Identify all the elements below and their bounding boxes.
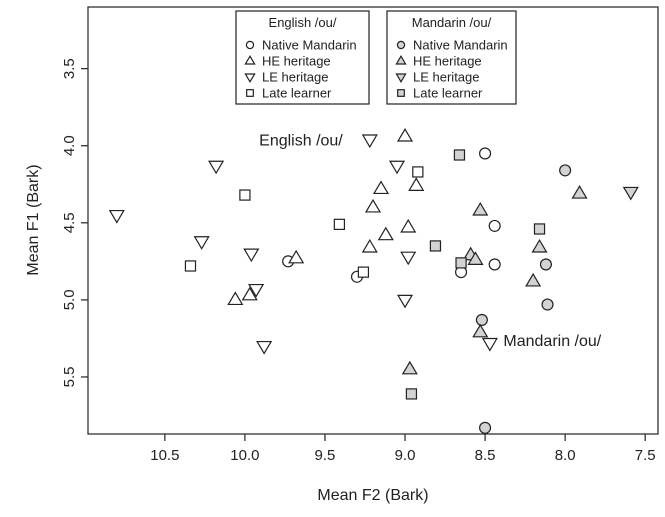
data-point	[241, 286, 258, 301]
data-point	[396, 127, 414, 142]
data-point	[208, 160, 225, 175]
data-point	[333, 218, 346, 230]
data-point	[400, 218, 417, 233]
data-point	[559, 164, 572, 177]
legend-entry-label: LE heritage	[262, 70, 329, 85]
data-point	[396, 294, 414, 309]
legend-marker	[397, 89, 405, 97]
x-tick-label: 7.5	[635, 447, 656, 464]
data-point	[377, 226, 394, 241]
plot-frame	[87, 6, 659, 435]
y-tick-label: 4.0	[61, 135, 78, 156]
data-point	[372, 180, 390, 195]
legend-entry-label: Native Mandarin	[262, 38, 357, 53]
legend-frame	[235, 10, 370, 105]
data-point	[361, 134, 378, 149]
data-point	[533, 223, 546, 235]
legend-title: English /ou/	[269, 15, 337, 30]
data-point	[248, 283, 265, 298]
legend-marker	[244, 54, 256, 65]
data-point	[467, 251, 484, 265]
data-point	[539, 258, 552, 271]
data-point	[405, 388, 418, 400]
data-point	[227, 291, 244, 306]
legend-entry-label: HE heritage	[262, 54, 331, 69]
x-tick-label: 10.0	[230, 447, 259, 464]
data-point	[288, 249, 305, 264]
x-axis: 10.5 10.0 9.5 9.0 8.5 8.0 7.5	[150, 434, 656, 464]
data-point	[256, 340, 273, 355]
legend-marker	[395, 73, 407, 84]
data-point	[488, 219, 501, 232]
data-point	[408, 177, 425, 191]
data-point	[479, 421, 492, 434]
legend-entry-label: Late learner	[262, 86, 332, 101]
data-point	[541, 298, 554, 311]
legend-marker	[395, 54, 407, 65]
data-point	[243, 248, 260, 263]
data-point	[364, 198, 382, 213]
data-point	[108, 209, 125, 224]
x-tick-label: 9.0	[395, 447, 416, 464]
annotations: English /ou/Mandarin /ou/	[259, 133, 602, 350]
data-point	[361, 238, 378, 253]
annotation-label: Mandarin /ou/	[503, 333, 601, 350]
y-tick-label: 4.5	[61, 212, 78, 233]
y-axis: 3.5 4.0 4.5 5.0 5.5	[61, 58, 88, 387]
data-point	[239, 189, 251, 201]
data-point	[481, 337, 498, 352]
data-point	[429, 240, 442, 252]
data-point	[401, 360, 418, 375]
legend-marker	[245, 40, 255, 50]
data-point	[622, 186, 639, 201]
legend-entry-label: HE heritage	[413, 54, 482, 69]
legend-entry-label: Late learner	[413, 86, 483, 101]
data-point	[400, 251, 417, 266]
legend-marker	[244, 73, 256, 84]
data-point	[388, 160, 406, 175]
legend-entry-label: Native Mandarin	[413, 38, 508, 53]
data-point	[525, 272, 542, 287]
y-axis-label: Mean F1 (Bark)	[25, 164, 42, 275]
data-points	[108, 127, 639, 434]
y-tick-label: 3.5	[61, 58, 78, 79]
y-tick-label: 5.0	[61, 289, 78, 310]
legend-title: Mandarin /ou/	[412, 15, 492, 30]
data-point	[479, 147, 492, 160]
x-tick-label: 8.0	[555, 447, 576, 464]
legend-entry-label: LE heritage	[413, 70, 480, 85]
data-point	[488, 258, 501, 271]
x-tick-label: 10.5	[150, 447, 179, 464]
data-point	[475, 313, 488, 326]
legend-marker	[246, 89, 254, 97]
data-point	[193, 236, 210, 250]
legend-frame	[386, 10, 517, 105]
legend-marker	[396, 40, 406, 50]
data-point	[184, 260, 197, 272]
data-point	[571, 184, 588, 199]
data-point	[412, 166, 424, 178]
data-point	[472, 201, 489, 216]
x-tick-label: 9.5	[315, 447, 336, 464]
data-point	[453, 149, 466, 161]
data-point	[472, 323, 489, 338]
data-point	[531, 238, 548, 253]
annotation-label: English /ou/	[259, 133, 343, 150]
x-axis-label: Mean F2 (Bark)	[317, 487, 428, 504]
data-point	[455, 257, 467, 269]
x-tick-label: 8.5	[475, 447, 496, 464]
data-point	[357, 266, 370, 278]
y-tick-label: 5.5	[61, 367, 78, 388]
